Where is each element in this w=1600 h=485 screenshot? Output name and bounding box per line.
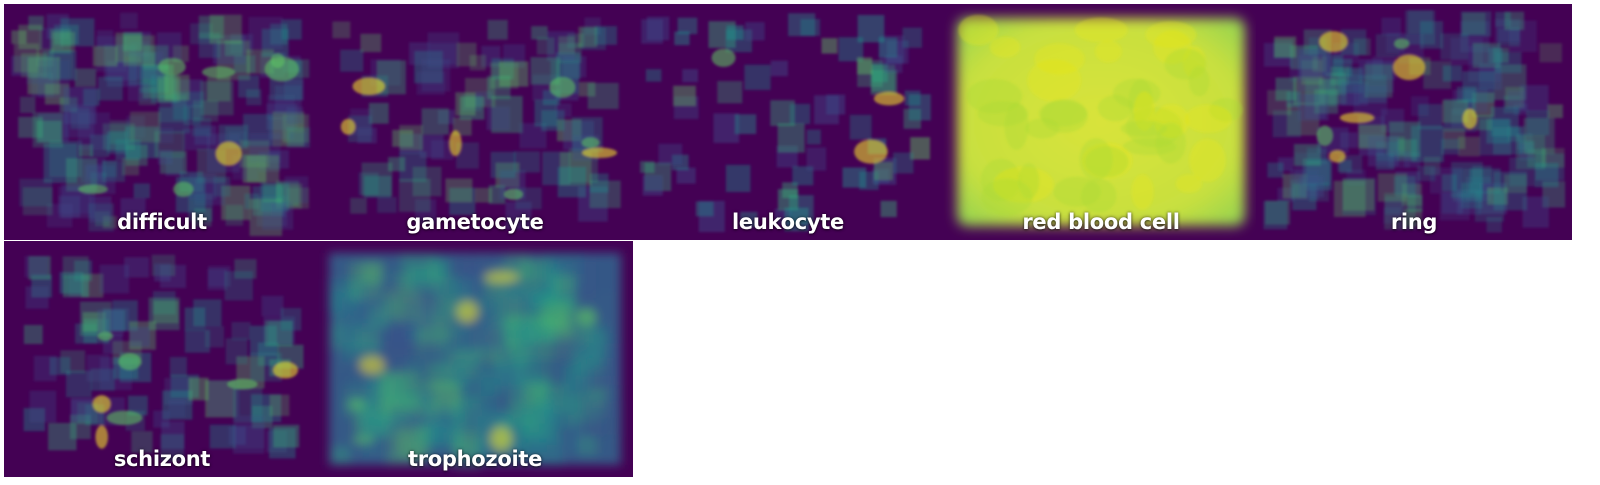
heatmap-schizont (4, 241, 320, 477)
panel-ring: ring (1256, 4, 1572, 240)
panel-schizont: schizont (4, 241, 320, 477)
panel-red-blood-cell: red blood cell (943, 4, 1259, 240)
heatmap-difficult (4, 4, 320, 240)
panel-trophozoite: trophozoite (317, 241, 633, 477)
heatmap-red-blood-cell (943, 4, 1259, 240)
panel-label-leukocyte: leukocyte (732, 210, 844, 234)
heatmap-leukocyte (630, 4, 946, 240)
panel-label-trophozoite: trophozoite (407, 447, 543, 471)
panel-label-schizont: schizont (113, 447, 211, 471)
panel-label-ring: ring (1390, 210, 1438, 234)
panel-difficult: difficult (4, 4, 320, 240)
panel-gametocyte: gametocyte (317, 4, 633, 240)
panel-label-red-blood-cell: red blood cell (1022, 210, 1180, 234)
heatmap-ring (1256, 4, 1572, 240)
panel-label-gametocyte: gametocyte (406, 210, 544, 234)
heatmap-trophozoite (317, 241, 633, 477)
panel-label-difficult: difficult (117, 210, 207, 234)
heatmap-gametocyte (317, 4, 633, 240)
panel-leukocyte: leukocyte (630, 4, 946, 240)
